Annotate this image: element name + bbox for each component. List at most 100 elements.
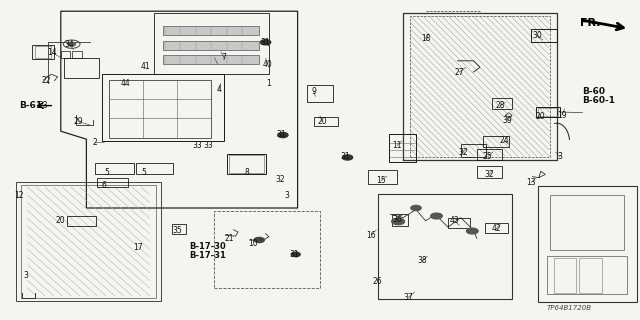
Bar — [21, 185, 156, 298]
Text: 19: 19 — [557, 111, 567, 120]
Polygon shape — [163, 26, 259, 35]
Text: 27: 27 — [454, 68, 465, 76]
Text: 12: 12 — [15, 191, 24, 200]
Circle shape — [431, 213, 442, 219]
Text: 8: 8 — [244, 168, 249, 177]
Text: 3: 3 — [284, 191, 289, 200]
Text: 42: 42 — [491, 224, 501, 233]
Bar — [72, 51, 82, 58]
Bar — [214, 211, 320, 288]
Text: 20: 20 — [56, 216, 66, 225]
Text: 34: 34 — [64, 40, 74, 49]
Text: 24: 24 — [499, 136, 509, 145]
Text: 32: 32 — [458, 148, 468, 156]
Text: 15: 15 — [376, 176, 386, 185]
Text: 40: 40 — [262, 60, 273, 68]
Bar — [554, 258, 576, 293]
Text: 2: 2 — [92, 138, 97, 147]
Bar — [477, 149, 502, 160]
Circle shape — [254, 237, 264, 243]
Bar — [550, 195, 624, 250]
Text: 39: 39 — [502, 116, 513, 124]
Text: B-17-31: B-17-31 — [189, 252, 226, 260]
Bar — [64, 58, 99, 78]
Text: 33: 33 — [192, 141, 202, 150]
Text: 25: 25 — [483, 152, 493, 161]
Bar — [229, 155, 264, 173]
Bar — [485, 223, 508, 233]
Text: 44: 44 — [120, 79, 131, 88]
Bar — [547, 256, 627, 294]
Circle shape — [342, 155, 353, 160]
Text: 33: 33 — [204, 141, 214, 150]
Text: 31: 31 — [340, 152, 351, 161]
Circle shape — [291, 252, 300, 257]
Text: 43: 43 — [449, 216, 460, 225]
Bar — [538, 186, 637, 302]
Bar — [389, 134, 416, 162]
Text: FR.: FR. — [580, 18, 601, 28]
Text: 41: 41 — [141, 62, 151, 71]
Text: 7: 7 — [221, 53, 227, 62]
Text: 20: 20 — [317, 117, 327, 126]
Text: 32: 32 — [275, 175, 285, 184]
Circle shape — [392, 218, 404, 225]
Bar — [16, 182, 161, 301]
Text: 28: 28 — [496, 101, 505, 110]
Text: B-17-30: B-17-30 — [189, 242, 225, 251]
Text: 11: 11 — [392, 141, 401, 150]
Text: 31: 31 — [289, 250, 300, 259]
Text: 21: 21 — [225, 234, 234, 243]
Bar — [109, 80, 211, 138]
Text: 20: 20 — [536, 112, 546, 121]
Text: 35: 35 — [172, 226, 182, 235]
Bar — [492, 98, 512, 109]
Text: B-60: B-60 — [582, 87, 605, 96]
Text: 10: 10 — [248, 239, 258, 248]
Text: 37: 37 — [403, 293, 413, 302]
Bar — [102, 74, 224, 141]
Text: 17: 17 — [132, 244, 143, 252]
Text: 31: 31 — [276, 130, 287, 139]
Bar — [461, 144, 486, 157]
Text: 3: 3 — [557, 152, 563, 161]
Bar — [483, 136, 509, 147]
Polygon shape — [163, 55, 259, 64]
Bar — [314, 117, 338, 126]
Circle shape — [68, 42, 76, 46]
Bar — [172, 224, 186, 234]
Bar — [538, 108, 558, 116]
Text: 14: 14 — [47, 48, 58, 57]
Bar — [392, 214, 408, 226]
Circle shape — [411, 205, 421, 211]
Text: B-60-1: B-60-1 — [582, 96, 616, 105]
Text: 3: 3 — [23, 271, 28, 280]
Bar — [227, 154, 266, 174]
Text: 1: 1 — [266, 79, 271, 88]
Bar — [97, 178, 128, 187]
Bar — [448, 218, 470, 228]
Bar — [35, 46, 51, 58]
Text: 38: 38 — [417, 256, 428, 265]
Text: 13: 13 — [526, 178, 536, 187]
Bar — [95, 163, 134, 174]
Bar — [136, 163, 173, 174]
Text: 23: 23 — [38, 101, 49, 110]
Polygon shape — [163, 41, 259, 50]
Bar — [531, 29, 557, 42]
Text: 6: 6 — [101, 181, 106, 190]
Text: 9: 9 — [311, 87, 316, 96]
Circle shape — [467, 228, 478, 234]
Text: 26: 26 — [372, 277, 383, 286]
Bar — [536, 107, 560, 117]
Bar — [67, 216, 96, 226]
Bar — [378, 194, 512, 299]
Bar — [32, 45, 54, 59]
Text: TP64B1720B: TP64B1720B — [547, 305, 592, 311]
Bar — [477, 166, 502, 178]
Text: 22: 22 — [42, 76, 51, 84]
Text: 5: 5 — [104, 168, 109, 177]
Text: 5: 5 — [141, 168, 147, 177]
Circle shape — [260, 40, 271, 45]
Text: 36: 36 — [392, 215, 402, 224]
